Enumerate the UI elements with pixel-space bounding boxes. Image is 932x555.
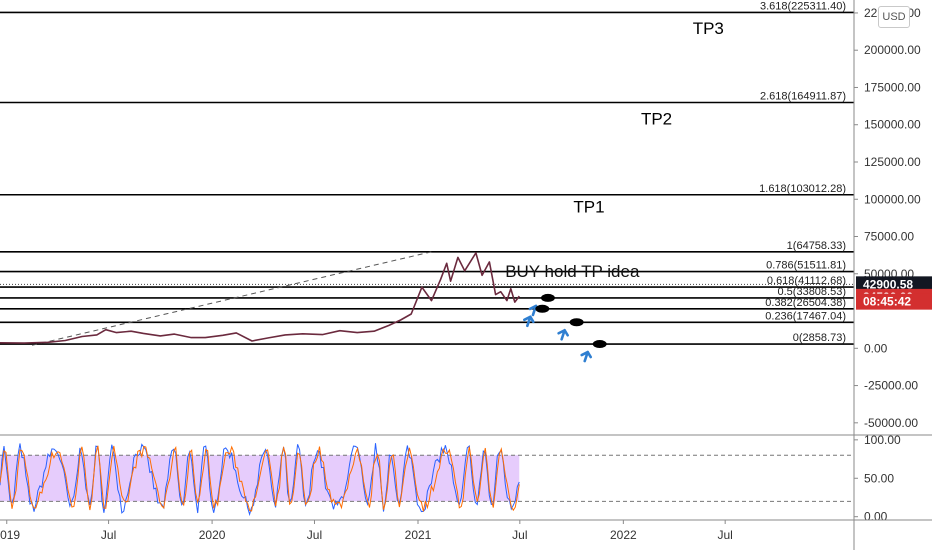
- price-tick-label: 75000.00: [864, 230, 914, 244]
- annotation-text: BUY hold TP idea: [505, 262, 640, 281]
- tp-label: TP2: [641, 110, 672, 129]
- buy-marker-dot: [592, 340, 607, 349]
- price-series-line: [0, 252, 520, 344]
- price-tick-label: -50000.00: [864, 416, 918, 430]
- oscillator-tick-label: 50.00: [864, 471, 894, 485]
- fib-level-label: 0.5(33808.53): [778, 286, 847, 298]
- time-tick-label: Jul: [101, 528, 116, 542]
- time-tick-label: 2019: [0, 528, 20, 542]
- fib-level-label: 2.618(164911.87): [760, 91, 846, 103]
- time-axis[interactable]: 2019 Jul 2020 Jul 2021 Jul 2022 Jul: [0, 519, 932, 542]
- buy-arrow-icon: [557, 328, 569, 341]
- time-tick-label: Jul: [512, 528, 527, 542]
- price-tag-label: 08:45:42: [863, 295, 911, 309]
- currency-button[interactable]: USD: [878, 6, 910, 28]
- price-tags: 42900.5834500.0008:45:42: [856, 276, 932, 310]
- price-axis[interactable]: 225000.00200000.00175000.00150000.001250…: [853, 0, 921, 550]
- buy-arrow-icon: [580, 350, 593, 363]
- time-tick-label: 2022: [610, 528, 637, 542]
- buy-marker-dot: [540, 293, 555, 302]
- oscillator-tick-label: 100.00: [864, 433, 901, 447]
- time-tick-label: 2020: [199, 528, 226, 542]
- fib-level-label: 1.618(103012.28): [759, 183, 846, 195]
- price-tick-label: 200000.00: [864, 43, 921, 57]
- tp-label: TP1: [573, 198, 604, 217]
- fib-level-label: 0(2858.73): [793, 332, 846, 344]
- buy-marker-dot: [569, 318, 584, 327]
- time-tick-label: 2021: [405, 528, 432, 542]
- tp-label: TP3: [693, 19, 724, 38]
- fib-level-label: 3.618(225311.40): [760, 0, 846, 12]
- price-tick-label: 0.00: [864, 341, 888, 355]
- buy-marker-dot: [535, 304, 550, 313]
- price-tick-label: 150000.00: [864, 118, 921, 132]
- price-tag-bg: [856, 293, 932, 310]
- fib-level-label: 0.786(51511.81): [766, 260, 846, 272]
- fib-level-label: 0.236(17467.04): [765, 310, 846, 322]
- price-tick-label: 125000.00: [864, 155, 921, 169]
- time-tick-label: Jul: [717, 528, 732, 542]
- oscillator-pane[interactable]: 100.00 50.00 0.00: [0, 433, 901, 524]
- price-tag-bg: [856, 276, 932, 293]
- time-tick-label: Jul: [307, 528, 322, 542]
- price-tag-label: 42900.58: [863, 277, 913, 291]
- price-tick-label: 175000.00: [864, 80, 921, 94]
- price-tick-label: -25000.00: [864, 379, 918, 393]
- buy-arrow-icon: [523, 315, 535, 328]
- oscillator-series-1: [0, 443, 520, 517]
- price-pane[interactable]: 3.618(225311.40) 2.618(164911.87) 1.618(10…: [0, 0, 932, 436]
- fib-level-label: 0.382(26504.38): [765, 297, 846, 309]
- fib-level-label: 1(64758.33): [787, 240, 846, 252]
- oscillator-tick-label: 0.00: [864, 510, 888, 524]
- price-tick-label: 100000.00: [864, 192, 921, 206]
- oscillator-series-2: [0, 445, 520, 512]
